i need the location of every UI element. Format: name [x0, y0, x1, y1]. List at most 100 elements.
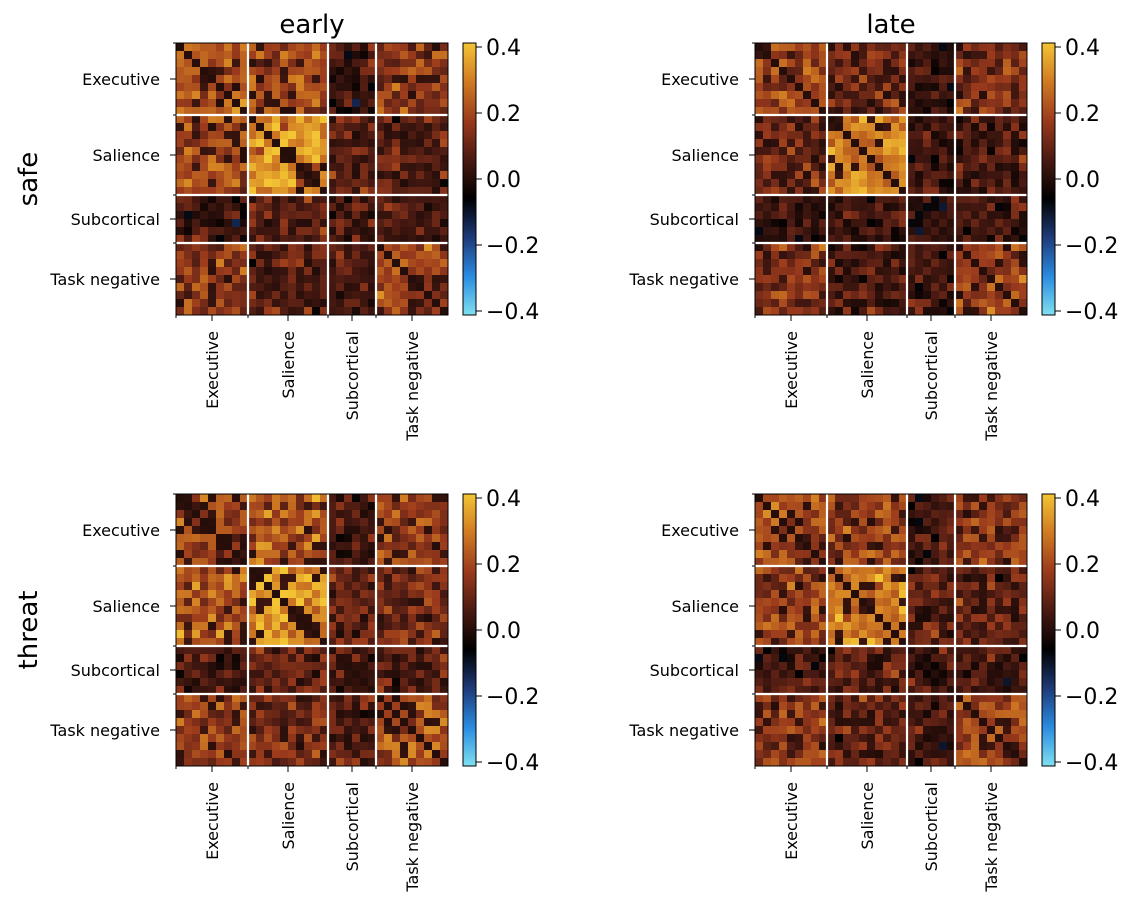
heatmap-cell — [963, 502, 972, 511]
heatmap-cell — [360, 299, 369, 308]
heatmap-cell — [867, 614, 876, 623]
heatmap-cell — [272, 590, 281, 599]
heatmap-cell — [955, 670, 964, 679]
heatmap-cell — [955, 622, 964, 631]
heatmap-cell — [312, 518, 321, 527]
heatmap-cell — [931, 710, 940, 719]
heatmap-cell — [360, 147, 369, 156]
heatmap-cell — [184, 83, 193, 92]
heatmap-cell — [352, 742, 361, 751]
heatmap-cell — [1019, 678, 1028, 687]
heatmap-cell — [344, 606, 353, 615]
heatmap-cell — [184, 742, 193, 751]
heatmap-cell — [979, 710, 988, 719]
heatmap-cell — [931, 590, 940, 599]
heatmap-cell — [392, 291, 401, 300]
heatmap-cell — [899, 203, 908, 212]
heatmap-cell — [851, 502, 860, 511]
heatmap-cell — [1011, 91, 1020, 100]
heatmap-cell — [811, 702, 820, 711]
heatmap-cell — [915, 686, 924, 695]
heatmap-cell — [192, 550, 201, 559]
heatmap-cell — [1011, 227, 1020, 236]
heatmap-cell — [312, 494, 321, 503]
heatmap-cell — [336, 59, 345, 68]
heatmap-cell — [923, 43, 932, 52]
heatmap-cell — [867, 275, 876, 284]
heatmap-cell — [336, 606, 345, 615]
heatmap-cell — [803, 590, 812, 599]
heatmap-cell — [915, 187, 924, 196]
heatmap-cell — [899, 526, 908, 535]
heatmap-cell — [1011, 598, 1020, 607]
heatmap-cell — [915, 662, 924, 671]
heatmap-cell — [899, 606, 908, 615]
heatmap-cell — [352, 526, 361, 535]
heatmap-cell — [891, 219, 900, 228]
heatmap-cell — [384, 646, 393, 655]
heatmap-cell — [368, 227, 377, 236]
heatmap-cell — [795, 582, 804, 591]
heatmap-cell — [432, 654, 441, 663]
heatmap-cell — [272, 75, 281, 84]
heatmap-cell — [352, 590, 361, 599]
heatmap-cell — [384, 750, 393, 759]
heatmap-cell — [995, 155, 1004, 164]
heatmap-cell — [232, 67, 241, 76]
heatmap-cell — [915, 299, 924, 308]
heatmap-cell — [176, 235, 185, 244]
heatmap-cell — [208, 622, 217, 631]
heatmap-cell — [288, 99, 297, 108]
heatmap-cell — [939, 203, 948, 212]
heatmap-cell — [416, 574, 425, 583]
heatmap-cell — [899, 67, 908, 76]
y-tick-label-executive: Executive — [661, 521, 739, 540]
heatmap-cell — [795, 51, 804, 60]
heatmap-cell — [771, 542, 780, 551]
heatmap-cell — [392, 534, 401, 543]
heatmap-cell — [192, 235, 201, 244]
heatmap-cell — [971, 678, 980, 687]
heatmap-cell — [827, 758, 836, 767]
heatmap-cell — [296, 307, 305, 316]
heatmap-cell — [336, 259, 345, 268]
heatmap-cell — [979, 502, 988, 511]
heatmap-cell — [344, 59, 353, 68]
heatmap-cell — [851, 203, 860, 212]
heatmap-cell — [827, 155, 836, 164]
heatmap-cell — [176, 702, 185, 711]
heatmap-cell — [272, 686, 281, 695]
heatmap-cell — [859, 235, 868, 244]
heatmap-cell — [248, 187, 257, 196]
heatmap-cell — [432, 742, 441, 751]
heatmap-cell — [931, 558, 940, 567]
heatmap-cell — [360, 502, 369, 511]
heatmap-cell — [384, 307, 393, 316]
heatmap-cell — [344, 718, 353, 727]
heatmap-cell — [312, 99, 321, 108]
heatmap-cell — [304, 91, 313, 100]
heatmap-cell — [779, 574, 788, 583]
heatmap-cell — [843, 179, 852, 188]
heatmap-cell — [288, 43, 297, 52]
heatmap-cell — [763, 219, 772, 228]
heatmap-cell — [1019, 526, 1028, 535]
heatmap-cell — [288, 542, 297, 551]
heatmap-cell — [416, 283, 425, 292]
heatmap-cell — [1011, 211, 1020, 220]
heatmap-cell — [224, 646, 233, 655]
heatmap-cell — [787, 550, 796, 559]
heatmap-cell — [763, 51, 772, 60]
heatmap-cell — [432, 275, 441, 284]
heatmap-cell — [899, 502, 908, 511]
heatmap-cell — [819, 211, 828, 220]
heatmap-cell — [248, 606, 257, 615]
heatmap-cell — [851, 307, 860, 316]
heatmap-cell — [947, 115, 956, 124]
heatmap-cell — [995, 566, 1004, 575]
heatmap-cell — [240, 67, 249, 76]
heatmap-cell — [344, 147, 353, 156]
heatmap-cell — [416, 590, 425, 599]
heatmap-cell — [336, 702, 345, 711]
heatmap-cell — [851, 518, 860, 527]
